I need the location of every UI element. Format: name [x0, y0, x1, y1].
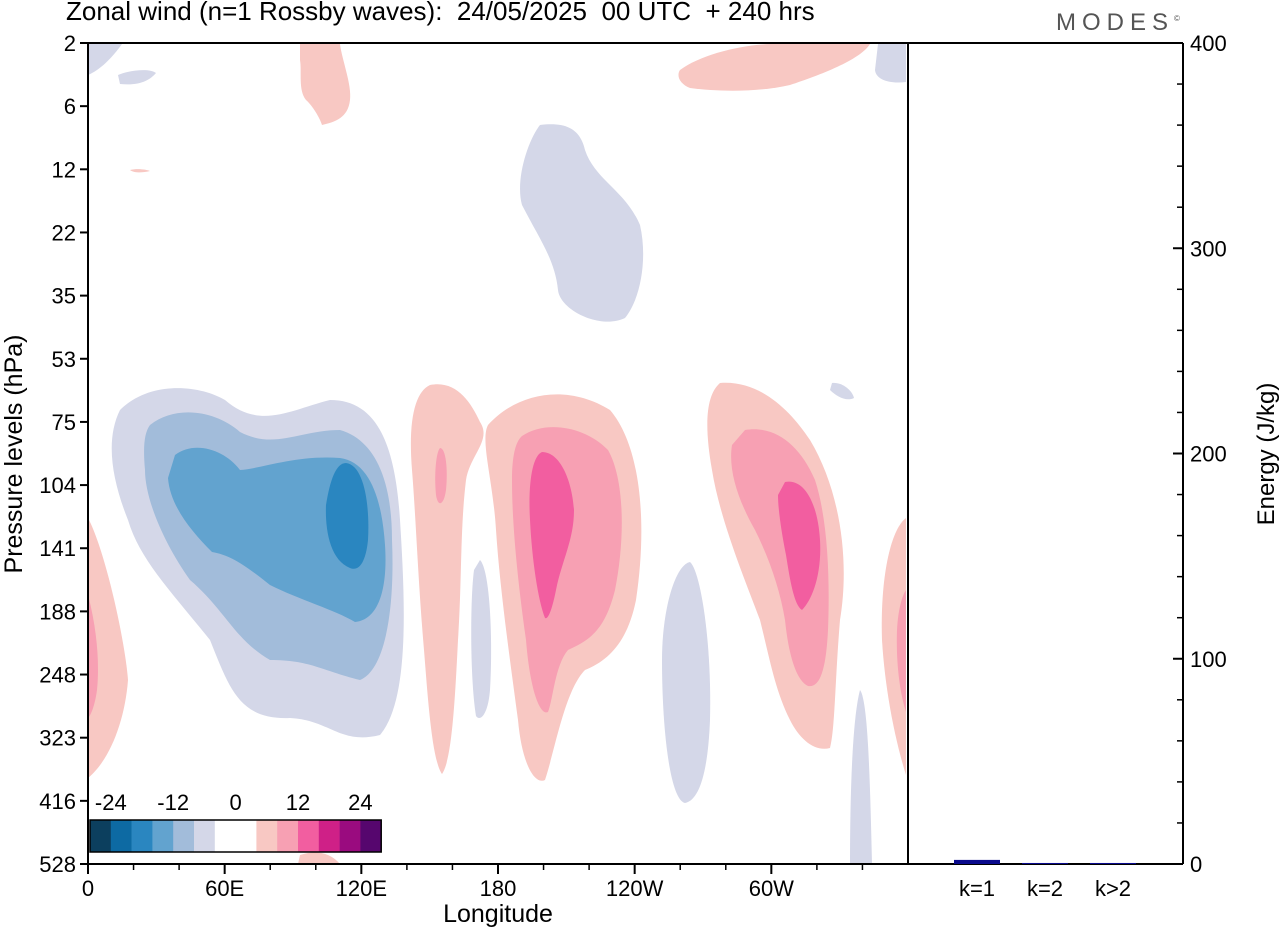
contour-pos-top3 — [130, 169, 150, 173]
y-tick-label: 6 — [64, 94, 76, 119]
contour-pos-bottom — [298, 852, 340, 864]
colorbar-label: 12 — [286, 790, 310, 815]
contour-pos-left-core — [88, 595, 98, 718]
colorbar-label: -12 — [157, 790, 189, 815]
contour-neg-thin1 — [471, 560, 492, 719]
contour-neg-small — [830, 382, 854, 400]
x-tick-label: 120E — [336, 876, 387, 901]
contour-pos-right-core — [896, 590, 906, 712]
energy-bars: k=1 k=2 k>2 — [954, 859, 1136, 901]
colorbar-swatch — [339, 820, 361, 852]
colorbar-labels: -24 -12 0 12 24 — [95, 790, 373, 815]
contour-pos-c-core — [778, 481, 821, 610]
colorbar-swatch — [318, 820, 340, 852]
y-tick-label: 53 — [52, 347, 76, 372]
colorbar-swatch — [360, 820, 382, 852]
y-tick-label: 528 — [39, 852, 76, 877]
energy-tick-label: 100 — [1190, 647, 1227, 672]
contour-neg-mid — [662, 562, 711, 803]
x-tick-label: 180 — [480, 876, 517, 901]
x-tick-label: 60E — [205, 876, 244, 901]
colorbar-swatch — [256, 820, 278, 852]
x-tick-label: 0 — [82, 876, 94, 901]
colorbar-label: 24 — [348, 790, 372, 815]
y-tick-label: 141 — [39, 536, 76, 561]
contour-pos-top1 — [300, 44, 351, 125]
contour-neg-thin2 — [850, 690, 872, 864]
colorbar-swatch — [298, 820, 320, 852]
y-tick-label: 416 — [39, 789, 76, 814]
contour-pos-a — [410, 384, 484, 774]
colorbar-label: 0 — [229, 790, 241, 815]
x-axis-label: Longitude — [443, 900, 553, 928]
energy-axis-ticks: 0 100 200 300 400 — [1173, 31, 1227, 877]
contour-neg-top2 — [118, 70, 156, 85]
colorbar — [89, 819, 382, 853]
contour-pos-top2 — [678, 44, 870, 91]
colorbar-swatch — [214, 820, 236, 852]
energy-tick-label: 0 — [1190, 852, 1202, 877]
contour-field — [88, 44, 906, 864]
colorbar-label: -24 — [95, 790, 127, 815]
contour-neg-core — [325, 463, 369, 569]
colorbar-swatch — [277, 820, 299, 852]
energy-tick-label: 400 — [1190, 31, 1227, 56]
energy-category-label: k>2 — [1095, 876, 1131, 901]
contour-neg-upper — [520, 124, 644, 322]
colorbar-swatch — [131, 820, 153, 852]
energy-category-label: k=2 — [1027, 876, 1063, 901]
y-tick-label: 2 — [64, 31, 76, 56]
colorbar-swatch — [90, 820, 112, 852]
energy-tick-label: 300 — [1190, 236, 1227, 261]
contour-pos-right — [881, 518, 906, 775]
y-tick-label: 22 — [52, 220, 76, 245]
y-axis-label: Pressure levels (hPa) — [0, 335, 28, 574]
energy-tick-label: 200 — [1190, 442, 1227, 467]
y-tick-label: 323 — [39, 726, 76, 751]
contour-pos-left — [88, 518, 128, 778]
y-tick-label: 248 — [39, 663, 76, 688]
colorbar-swatch — [235, 820, 257, 852]
y-tick-label: 12 — [52, 157, 76, 182]
y-axis-ticks: 2 6 12 22 35 53 75 104 141 188 248 323 416 528 — [39, 31, 88, 877]
y-tick-label: 188 — [39, 599, 76, 624]
colorbar-swatch — [194, 820, 216, 852]
y-tick-label: 104 — [39, 473, 76, 498]
colorbar-swatch — [173, 820, 195, 852]
energy-bar — [1022, 862, 1068, 864]
energy-category-label: k=1 — [959, 876, 995, 901]
brand-text: MODES — [1056, 9, 1175, 36]
energy-bar — [1090, 862, 1136, 864]
contour-neg-top3 — [875, 44, 906, 83]
contour-pos-a-core — [435, 448, 447, 504]
energy-bar — [954, 859, 1000, 864]
y-tick-label: 35 — [52, 284, 76, 309]
y-tick-label: 75 — [52, 410, 76, 435]
brand-logo: MODES© — [1056, 9, 1180, 37]
colorbar-swatch — [152, 820, 174, 852]
chart-title: Zonal wind (n=1 Rossby waves): 24/05/202… — [66, 0, 815, 26]
contour-neg-top1 — [88, 44, 122, 75]
x-tick-label: 60W — [749, 876, 794, 901]
colorbar-swatch — [110, 820, 132, 852]
brand-mark: © — [1174, 14, 1180, 23]
contour-pos-b-core — [529, 452, 574, 619]
x-tick-label: 120W — [606, 876, 664, 901]
x-axis-ticks: 0 60E 120E 180 120W 60W — [82, 864, 864, 901]
energy-axis-label: Energy (J/kg) — [1253, 383, 1280, 526]
colorbar-frame — [89, 819, 382, 853]
